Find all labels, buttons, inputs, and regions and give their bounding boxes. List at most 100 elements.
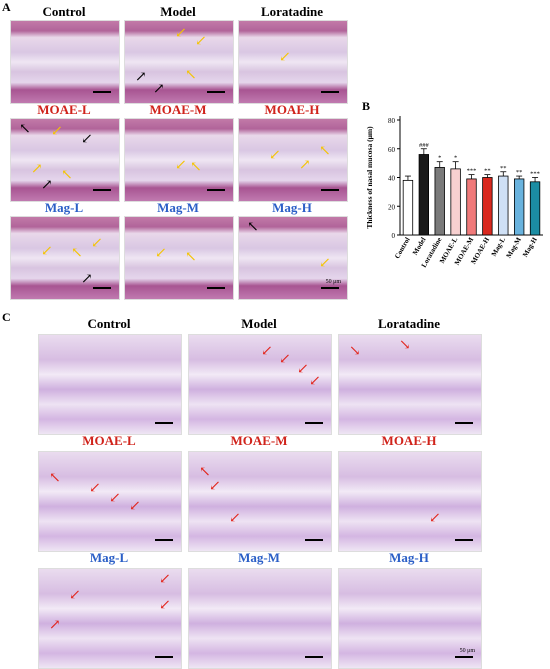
micrograph-label-mag-m: Mag-M <box>157 200 199 215</box>
bar-mag-l <box>498 175 509 236</box>
yellow-arrow-icon: ↗ <box>299 158 311 173</box>
micrograph-moae-m: ↙ ↖ <box>124 118 234 202</box>
yellow-arrow-icon: ↗ <box>31 162 43 177</box>
micrograph-control <box>38 334 182 435</box>
x-tick-label: Control <box>393 236 412 260</box>
red-arrow-icon: ↘ <box>349 344 361 359</box>
scale-bar <box>321 91 339 93</box>
scale-bar <box>455 656 473 658</box>
micrograph-label-moae-l: MOAE-L <box>37 102 91 117</box>
micrograph-mag-m: ↙ ↖ <box>124 216 234 300</box>
thickness-bar-chart: 0 20 40 60 80 Thickness of nasal mucosa (μm) C… <box>355 100 550 300</box>
micrograph-mag-h: 50 μm <box>338 568 482 669</box>
red-arrow-icon: ↙ <box>129 499 141 514</box>
bar-moae-m <box>466 178 477 236</box>
x-tick-label: Model <box>411 236 427 257</box>
micrograph-label-moae-m: MOAE-M <box>149 102 207 117</box>
micrograph-model: ↙ ↙ ↗ ↗ ↖ <box>124 20 234 104</box>
scale-bar <box>455 422 473 424</box>
yellow-arrow-icon: ↙ <box>41 244 53 259</box>
micrograph-label-mag-l: Mag-L <box>44 200 84 215</box>
yellow-arrow-icon: ↖ <box>61 168 73 183</box>
yellow-arrow-icon: ↙ <box>51 124 63 139</box>
significance-mark: ** <box>516 169 523 176</box>
red-arrow-icon: ↙ <box>261 344 273 359</box>
scale-bar <box>207 287 225 289</box>
red-arrow-icon: ↗ <box>49 618 61 633</box>
y-tick-label: 80 <box>388 117 396 125</box>
significance-mark: ** <box>500 165 507 172</box>
micrograph-label-loratadine: Loratadine <box>260 4 324 19</box>
micrograph-moae-l: ↖ ↙ ↙ ↙ <box>38 451 182 552</box>
scale-bar <box>93 91 111 93</box>
black-arrow-icon: ↖ <box>19 122 31 137</box>
black-arrow-icon: ↗ <box>81 272 93 287</box>
micrograph-label-control: Control <box>87 316 131 331</box>
micrograph-model: ↙ ↙ ↙ ↙ <box>188 334 332 435</box>
bar-moae-h <box>482 177 493 236</box>
micrograph-label-control: Control <box>42 4 86 19</box>
scale-bar <box>321 189 339 191</box>
red-arrow-icon: ↖ <box>49 471 61 486</box>
yellow-arrow-icon: ↖ <box>71 246 83 261</box>
micrograph-moae-m: ↖ ↙ ↙ <box>188 451 332 552</box>
yellow-arrow-icon: ↙ <box>195 34 207 49</box>
micrograph-label-model: Model <box>241 316 277 331</box>
red-arrow-icon: ↙ <box>429 511 441 526</box>
y-tick-label: 20 <box>388 203 396 211</box>
scale-bar <box>207 189 225 191</box>
scale-bar <box>155 656 173 658</box>
black-arrow-icon: ↗ <box>135 70 147 85</box>
yellow-arrow-icon: ↙ <box>155 246 167 261</box>
micrograph-label-moae-l: MOAE-L <box>82 433 136 448</box>
red-arrow-icon: ↙ <box>69 588 81 603</box>
chart-svg: 0 20 40 60 80 Thickness of nasal mucosa (μm) C… <box>365 116 543 269</box>
micrograph-moae-l: ↖ ↙ ↙ ↗ ↖ ↗ <box>10 118 120 202</box>
micrograph-mag-l: ↙ ↖ ↙ ↗ <box>10 216 120 300</box>
yellow-arrow-icon: ↙ <box>319 256 331 271</box>
scale-bar <box>155 539 173 541</box>
micrograph-mag-m <box>188 568 332 669</box>
micrograph-label-moae-h: MOAE-H <box>381 433 437 448</box>
micrograph-control <box>10 20 120 104</box>
red-arrow-icon: ↘ <box>399 338 411 353</box>
micrograph-label-mag-h: Mag-H <box>272 200 312 215</box>
red-arrow-icon: ↙ <box>279 352 291 367</box>
micrograph-moae-h: ↙ <box>338 451 482 552</box>
red-arrow-icon: ↙ <box>229 511 241 526</box>
black-arrow-icon: ↙ <box>81 132 93 147</box>
yellow-arrow-icon: ↖ <box>185 68 197 83</box>
micrograph-mag-h: ↖ ↙ 50 μm <box>238 216 348 300</box>
panel-b-letter: B <box>362 99 371 113</box>
scale-bar-label: 50 μm <box>459 648 475 654</box>
red-arrow-icon: ↙ <box>159 572 171 587</box>
micrograph-loratadine: ↘ ↘ <box>338 334 482 435</box>
black-arrow-icon: ↗ <box>41 178 53 193</box>
micrograph-label-loratadine: Loratadine <box>377 316 441 331</box>
micrograph-mag-l: ↙ ↗ ↙ ↙ <box>38 568 182 669</box>
yellow-arrow-icon: ↙ <box>175 158 187 173</box>
red-arrow-icon: ↙ <box>109 491 121 506</box>
red-arrow-icon: ↖ <box>199 465 211 480</box>
red-arrow-icon: ↙ <box>159 598 171 613</box>
red-arrow-icon: ↙ <box>89 481 101 496</box>
x-tick-label: Mag-M <box>505 236 523 260</box>
yellow-arrow-icon: ↖ <box>319 144 331 159</box>
scale-bar <box>321 287 339 289</box>
micrograph-label-moae-h: MOAE-H <box>264 102 320 117</box>
y-tick-label: 0 <box>392 232 396 240</box>
significance-mark: * <box>438 155 441 162</box>
x-tick-label: Mag-H <box>521 236 539 259</box>
y-tick-label: 40 <box>388 175 396 183</box>
y-tick-label: 60 <box>388 146 396 154</box>
scale-bar <box>207 91 225 93</box>
yellow-arrow-icon: ↙ <box>269 148 281 163</box>
yellow-arrow-icon: ↙ <box>279 50 291 65</box>
significance-mark: *** <box>467 168 477 175</box>
scale-bar-label: 50 μm <box>325 279 341 285</box>
significance-mark: * <box>454 155 457 162</box>
significance-mark: *** <box>530 171 540 178</box>
red-arrow-icon: ↙ <box>297 362 309 377</box>
panel-a-letter: A <box>2 0 11 14</box>
scale-bar <box>93 189 111 191</box>
